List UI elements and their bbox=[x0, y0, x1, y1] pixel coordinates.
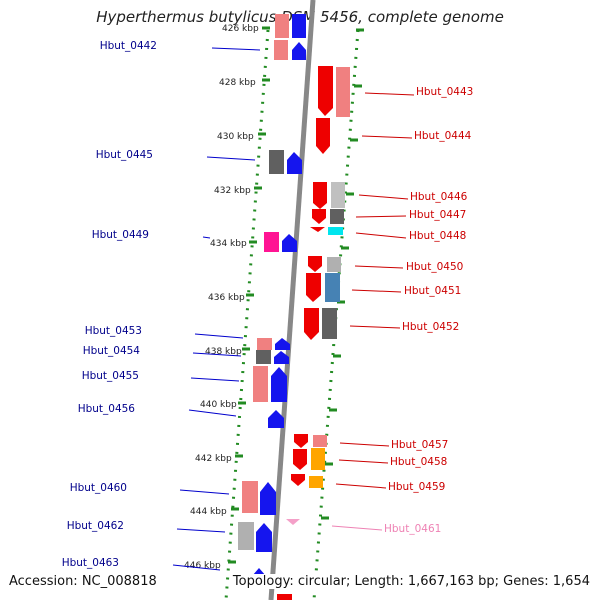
forward-strand-genes bbox=[238, 14, 306, 584]
scale-ticks bbox=[228, 26, 364, 564]
right-label-connectors bbox=[331, 92, 415, 531]
gene-arrow bbox=[316, 118, 330, 154]
gene-box bbox=[330, 209, 344, 224]
gene-label[interactable]: Hbut_0457 bbox=[391, 439, 449, 451]
gene-label[interactable]: Hbut_0447 bbox=[409, 209, 467, 221]
scale-label: 432 kbp bbox=[214, 186, 251, 196]
gene-box bbox=[313, 435, 327, 447]
gene-label[interactable]: Hbut_0463 bbox=[61, 557, 119, 569]
gene-label[interactable]: Hbut_0445 bbox=[95, 149, 153, 161]
gene-label[interactable]: Hbut_0446 bbox=[410, 191, 468, 203]
gene-label[interactable]: Hbut_0444 bbox=[414, 130, 472, 142]
gene-box bbox=[253, 366, 268, 402]
gene-arrow bbox=[318, 66, 333, 116]
gene-arrow bbox=[312, 209, 326, 224]
gene-label[interactable]: Hbut_0450 bbox=[406, 261, 464, 273]
gene-box bbox=[256, 350, 271, 364]
gene-arrow bbox=[313, 182, 327, 209]
gene-box bbox=[331, 182, 345, 208]
scale-label: 442 kbp bbox=[195, 454, 232, 464]
gene-label[interactable]: Hbut_0453 bbox=[84, 325, 142, 337]
gene-arrow bbox=[282, 234, 297, 252]
gene-label[interactable]: Hbut_0461 bbox=[384, 523, 442, 535]
scale-label: 434 kbp bbox=[210, 239, 247, 249]
accession-text: Accession: NC_008818 bbox=[9, 574, 157, 589]
gene-box bbox=[327, 257, 341, 272]
gene-label[interactable]: Hbut_0455 bbox=[81, 370, 139, 382]
gene-arrow bbox=[275, 338, 290, 350]
gene-label[interactable]: Hbut_0448 bbox=[409, 230, 467, 242]
gene-arrow bbox=[274, 351, 289, 364]
gene-arrow bbox=[287, 152, 302, 174]
gene-arrow bbox=[294, 434, 308, 448]
gene-box bbox=[309, 476, 323, 488]
gene-box bbox=[311, 448, 325, 470]
gene-box bbox=[325, 273, 340, 302]
gene-arrow bbox=[310, 227, 325, 232]
scale-label: 430 kbp bbox=[217, 132, 254, 142]
scale-label: 428 kbp bbox=[219, 78, 256, 88]
gene-label[interactable]: Hbut_0462 bbox=[66, 520, 124, 532]
gene-label[interactable]: Hbut_0454 bbox=[82, 345, 140, 357]
gene-box bbox=[274, 40, 288, 60]
gene-arrow bbox=[260, 482, 276, 515]
reverse-strand-genes bbox=[277, 66, 350, 600]
gene-label[interactable]: Hbut_0458 bbox=[390, 456, 448, 468]
gene-arrow bbox=[292, 42, 306, 60]
gene-label[interactable]: Hbut_0451 bbox=[404, 285, 462, 297]
gene-arrow bbox=[308, 256, 322, 272]
gene-box bbox=[257, 338, 272, 350]
scale-label: 426 kbp bbox=[222, 24, 259, 34]
gene-label[interactable]: Hbut_0449 bbox=[91, 229, 149, 241]
gene-box bbox=[336, 67, 350, 117]
gene-label[interactable]: Hbut_0442 bbox=[99, 40, 157, 52]
gene-label[interactable]: Hbut_0460 bbox=[69, 482, 127, 494]
gene-box bbox=[328, 227, 343, 235]
scale-label: 444 kbp bbox=[190, 507, 227, 517]
gene-arrow bbox=[277, 594, 292, 600]
gene-box bbox=[242, 481, 258, 513]
gene-box bbox=[264, 232, 279, 252]
genome-axis bbox=[268, 0, 316, 600]
gene-arrow bbox=[293, 449, 307, 470]
gene-box bbox=[238, 522, 254, 550]
gene-arrow bbox=[256, 523, 272, 552]
topology-text: Topology: circular; Length: 1,667,163 bp… bbox=[232, 574, 590, 589]
left-label-connectors bbox=[172, 47, 261, 571]
gene-label[interactable]: Hbut_0459 bbox=[388, 481, 446, 493]
gene-label[interactable]: Hbut_0443 bbox=[416, 86, 474, 98]
gene-label[interactable]: Hbut_0452 bbox=[402, 321, 460, 333]
gene-box bbox=[292, 14, 306, 38]
gene-arrow bbox=[304, 308, 319, 340]
scale-label: 446 kbp bbox=[184, 561, 221, 571]
gene-arrow bbox=[271, 367, 287, 402]
gene-arrow bbox=[291, 474, 305, 486]
gene-arrow bbox=[306, 273, 321, 302]
gene-label[interactable]: Hbut_0456 bbox=[77, 403, 135, 415]
gene-box bbox=[269, 150, 284, 174]
gene-arrow bbox=[268, 410, 284, 428]
gene-box bbox=[275, 14, 289, 38]
scale-label: 440 kbp bbox=[200, 400, 237, 410]
gene-box bbox=[322, 308, 337, 339]
scale-label: 436 kbp bbox=[208, 293, 245, 303]
gene-arrow bbox=[286, 519, 300, 525]
scale-label: 438 kbp bbox=[205, 347, 242, 357]
